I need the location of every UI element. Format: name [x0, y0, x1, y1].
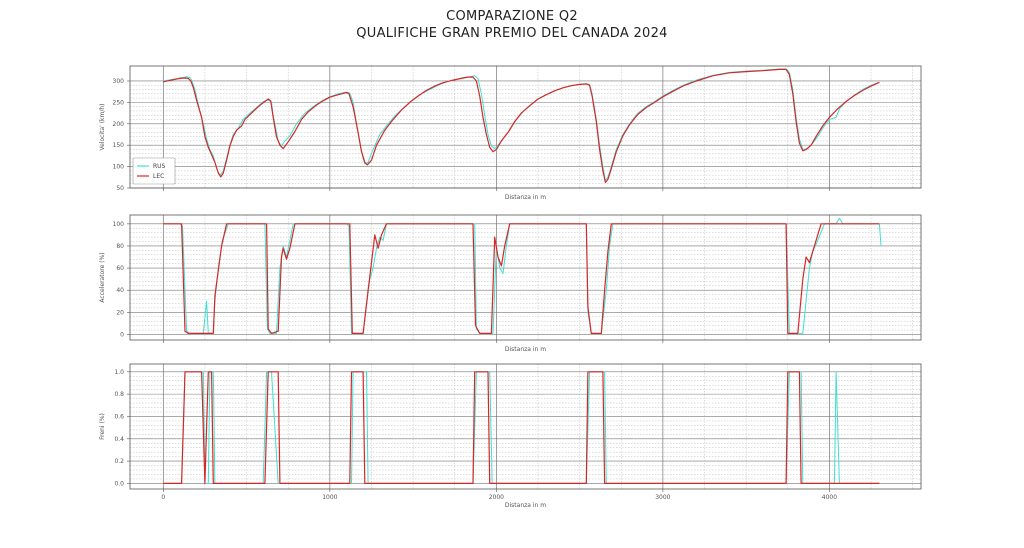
legend: RUS LEC [132, 157, 176, 185]
panel-2: 0 20 40 60 80 100 Distanza in m Acceleratore (%… [99, 214, 922, 353]
x-tick-label: 1000 [322, 494, 337, 501]
y-tick-label: 20 [116, 309, 124, 316]
y-axis-label: Velocita' (km/h) [99, 103, 106, 150]
series-line-rus [163, 217, 882, 334]
y-tick-label: 0.4 [114, 436, 124, 443]
y-tick-label: 100 [113, 164, 125, 171]
plot-frame [129, 65, 922, 189]
x-axis-label: Distanza in m [505, 346, 546, 353]
title-block: COMPARAZIONE Q2 QUALIFICHE GRAN PREMIO D… [0, 8, 1024, 42]
chart-subtitle: QUALIFICHE GRAN PREMIO DEL CANADA 2024 [356, 26, 668, 41]
x-tick-label: 2000 [489, 494, 504, 501]
y-tick-label: 0.6 [114, 413, 124, 420]
series-line-rus [163, 371, 880, 484]
y-tick-label: 0 [120, 331, 124, 338]
y-tick-label: 100 [113, 221, 125, 228]
x-axis-label: Distanza in m [505, 194, 546, 201]
series-line-lec [163, 223, 880, 334]
x-tick-label: 4000 [822, 494, 837, 501]
y-axis-label: Freni (%) [99, 413, 106, 440]
y-tick-label: 0.0 [114, 480, 124, 487]
y-tick-label: 0.8 [114, 391, 124, 398]
y-tick-label: 80 [116, 243, 124, 250]
x-tick-label: 3000 [655, 494, 670, 501]
y-tick-label: 1.0 [114, 369, 124, 376]
series-line-lec [163, 68, 880, 183]
legend-label-lec: LEC [153, 173, 164, 180]
x-tick-label: 0 [161, 494, 165, 501]
y-tick-label: 40 [116, 287, 124, 294]
x-axis-label: Distanza in m [505, 502, 546, 509]
series-line-lec [163, 371, 880, 484]
legend-box [132, 157, 176, 185]
panel-1: 50 100 150 200 250 300 Distanza in m Velocita' … [99, 65, 922, 201]
y-tick-label: 0.2 [114, 458, 124, 465]
y-tick-label: 200 [113, 121, 125, 128]
y-axis-label: Acceleratore (%) [99, 252, 106, 302]
panel-3: 0.0 0.2 0.4 0.6 0.8 1.0 0 1000 2000 3000 4000 Dista… [99, 363, 922, 509]
y-tick-label: 150 [113, 142, 125, 149]
legend-label-rus: RUS [153, 163, 166, 170]
plot-frame [129, 214, 922, 341]
y-tick-label: 60 [116, 265, 124, 272]
plot-frame [129, 363, 922, 490]
series-line-rus [163, 68, 880, 181]
y-tick-label: 50 [116, 185, 124, 192]
y-tick-label: 300 [113, 78, 125, 85]
chart-title: COMPARAZIONE Q2 [446, 9, 578, 24]
y-tick-label: 250 [113, 99, 125, 106]
